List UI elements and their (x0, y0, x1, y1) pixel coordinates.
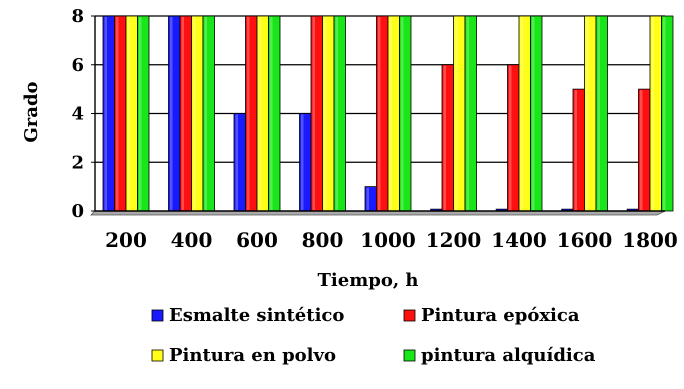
bar (518, 15, 531, 212)
bar-highlight (170, 17, 173, 210)
legend: Esmalte sintético Pintura epóxica Pintura … (151, 305, 596, 366)
bar-highlight (270, 17, 273, 210)
y-tick-label: 6 (71, 55, 84, 76)
x-tick-label: 1000 (360, 228, 416, 252)
bar-highlight (509, 65, 512, 210)
bar (233, 113, 246, 212)
bar (507, 64, 520, 212)
bar (464, 15, 477, 212)
legend-item: pintura alquídica (403, 345, 596, 366)
bar-highlight (247, 17, 250, 210)
bar (179, 15, 192, 212)
bar (572, 88, 585, 212)
x-tick-label: 1200 (426, 228, 482, 252)
bar-highlight (574, 90, 577, 210)
bar (168, 15, 181, 212)
y-tick-labels: 0 2 4 6 8 (71, 6, 95, 222)
bar (299, 113, 312, 212)
y-axis-title: Grado (21, 81, 42, 142)
legend-label: Pintura en polvo (169, 345, 336, 366)
bar (595, 15, 608, 212)
legend-label: Esmalte sintético (169, 305, 344, 326)
y-tick-label: 8 (71, 6, 84, 27)
bar (530, 15, 543, 212)
bar (256, 15, 269, 212)
bar (114, 15, 127, 212)
bar-highlight (181, 17, 184, 210)
bar (191, 15, 204, 212)
x-tick-label: 400 (171, 228, 213, 252)
legend-swatch (403, 349, 416, 362)
bars (102, 15, 674, 212)
bar-highlight (640, 90, 643, 210)
x-tick-label: 800 (302, 228, 344, 252)
bar-highlight (324, 17, 327, 210)
x-tick-label: 1400 (491, 228, 547, 252)
bar-highlight (301, 114, 304, 210)
bar-highlight (312, 17, 315, 210)
bar-highlight (235, 114, 238, 210)
bar-highlight (193, 17, 196, 210)
legend-swatch (151, 349, 164, 362)
bar (441, 64, 454, 212)
x-tick-label: 1600 (557, 228, 613, 252)
bar-highlight (651, 17, 654, 210)
bar (202, 15, 215, 212)
bar-highlight (335, 17, 338, 210)
legend-item: Pintura epóxica (403, 305, 580, 326)
bar-highlight (204, 17, 207, 210)
bar (137, 15, 150, 212)
legend-item: Pintura en polvo (151, 345, 336, 366)
bar (102, 15, 115, 212)
bar-front (661, 15, 674, 212)
y-tick-label: 0 (71, 201, 84, 222)
bar (333, 15, 346, 212)
bar-highlight (532, 17, 535, 210)
bar-highlight (104, 17, 107, 210)
legend-label: pintura alquídica (421, 345, 596, 366)
bar-highlight (389, 17, 392, 210)
bar-highlight (378, 17, 381, 210)
bar-highlight (366, 187, 369, 210)
bar-highlight (139, 17, 142, 210)
bar-highlight (443, 65, 446, 210)
legend-label: Pintura epóxica (421, 305, 580, 326)
bar (399, 15, 412, 212)
bar-highlight (663, 17, 666, 210)
y-tick-label: 2 (71, 152, 84, 173)
bar (310, 15, 323, 212)
bar-highlight (520, 17, 523, 210)
bar (584, 15, 597, 212)
x-tick-label: 200 (105, 228, 147, 252)
bar (453, 15, 466, 212)
x-axis-title: Tiempo, h (318, 270, 419, 291)
legend-swatch (403, 309, 416, 322)
bar-highlight (401, 17, 404, 210)
bar-highlight (258, 17, 261, 210)
bar (376, 15, 389, 212)
bar (638, 88, 651, 212)
x-tick-labels: 200 400 600 800 1000 1200 1400 1600 1800 (105, 228, 678, 252)
bar (387, 15, 400, 212)
bar (364, 186, 377, 212)
bar-highlight (455, 17, 458, 210)
x-tick-label: 1800 (622, 228, 678, 252)
bar-highlight (127, 17, 130, 210)
bar-highlight (116, 17, 119, 210)
bar-highlight (597, 17, 600, 210)
bar (661, 15, 674, 212)
bar (649, 15, 662, 212)
bar (245, 15, 258, 212)
y-tick-label: 4 (71, 104, 84, 125)
bar (268, 15, 281, 212)
bar (322, 15, 335, 212)
legend-item: Esmalte sintético (151, 305, 344, 326)
bar (125, 15, 138, 212)
bar-highlight (586, 17, 589, 210)
x-tick-label: 600 (236, 228, 278, 252)
bar-highlight (466, 17, 469, 210)
legend-swatch (151, 309, 164, 322)
